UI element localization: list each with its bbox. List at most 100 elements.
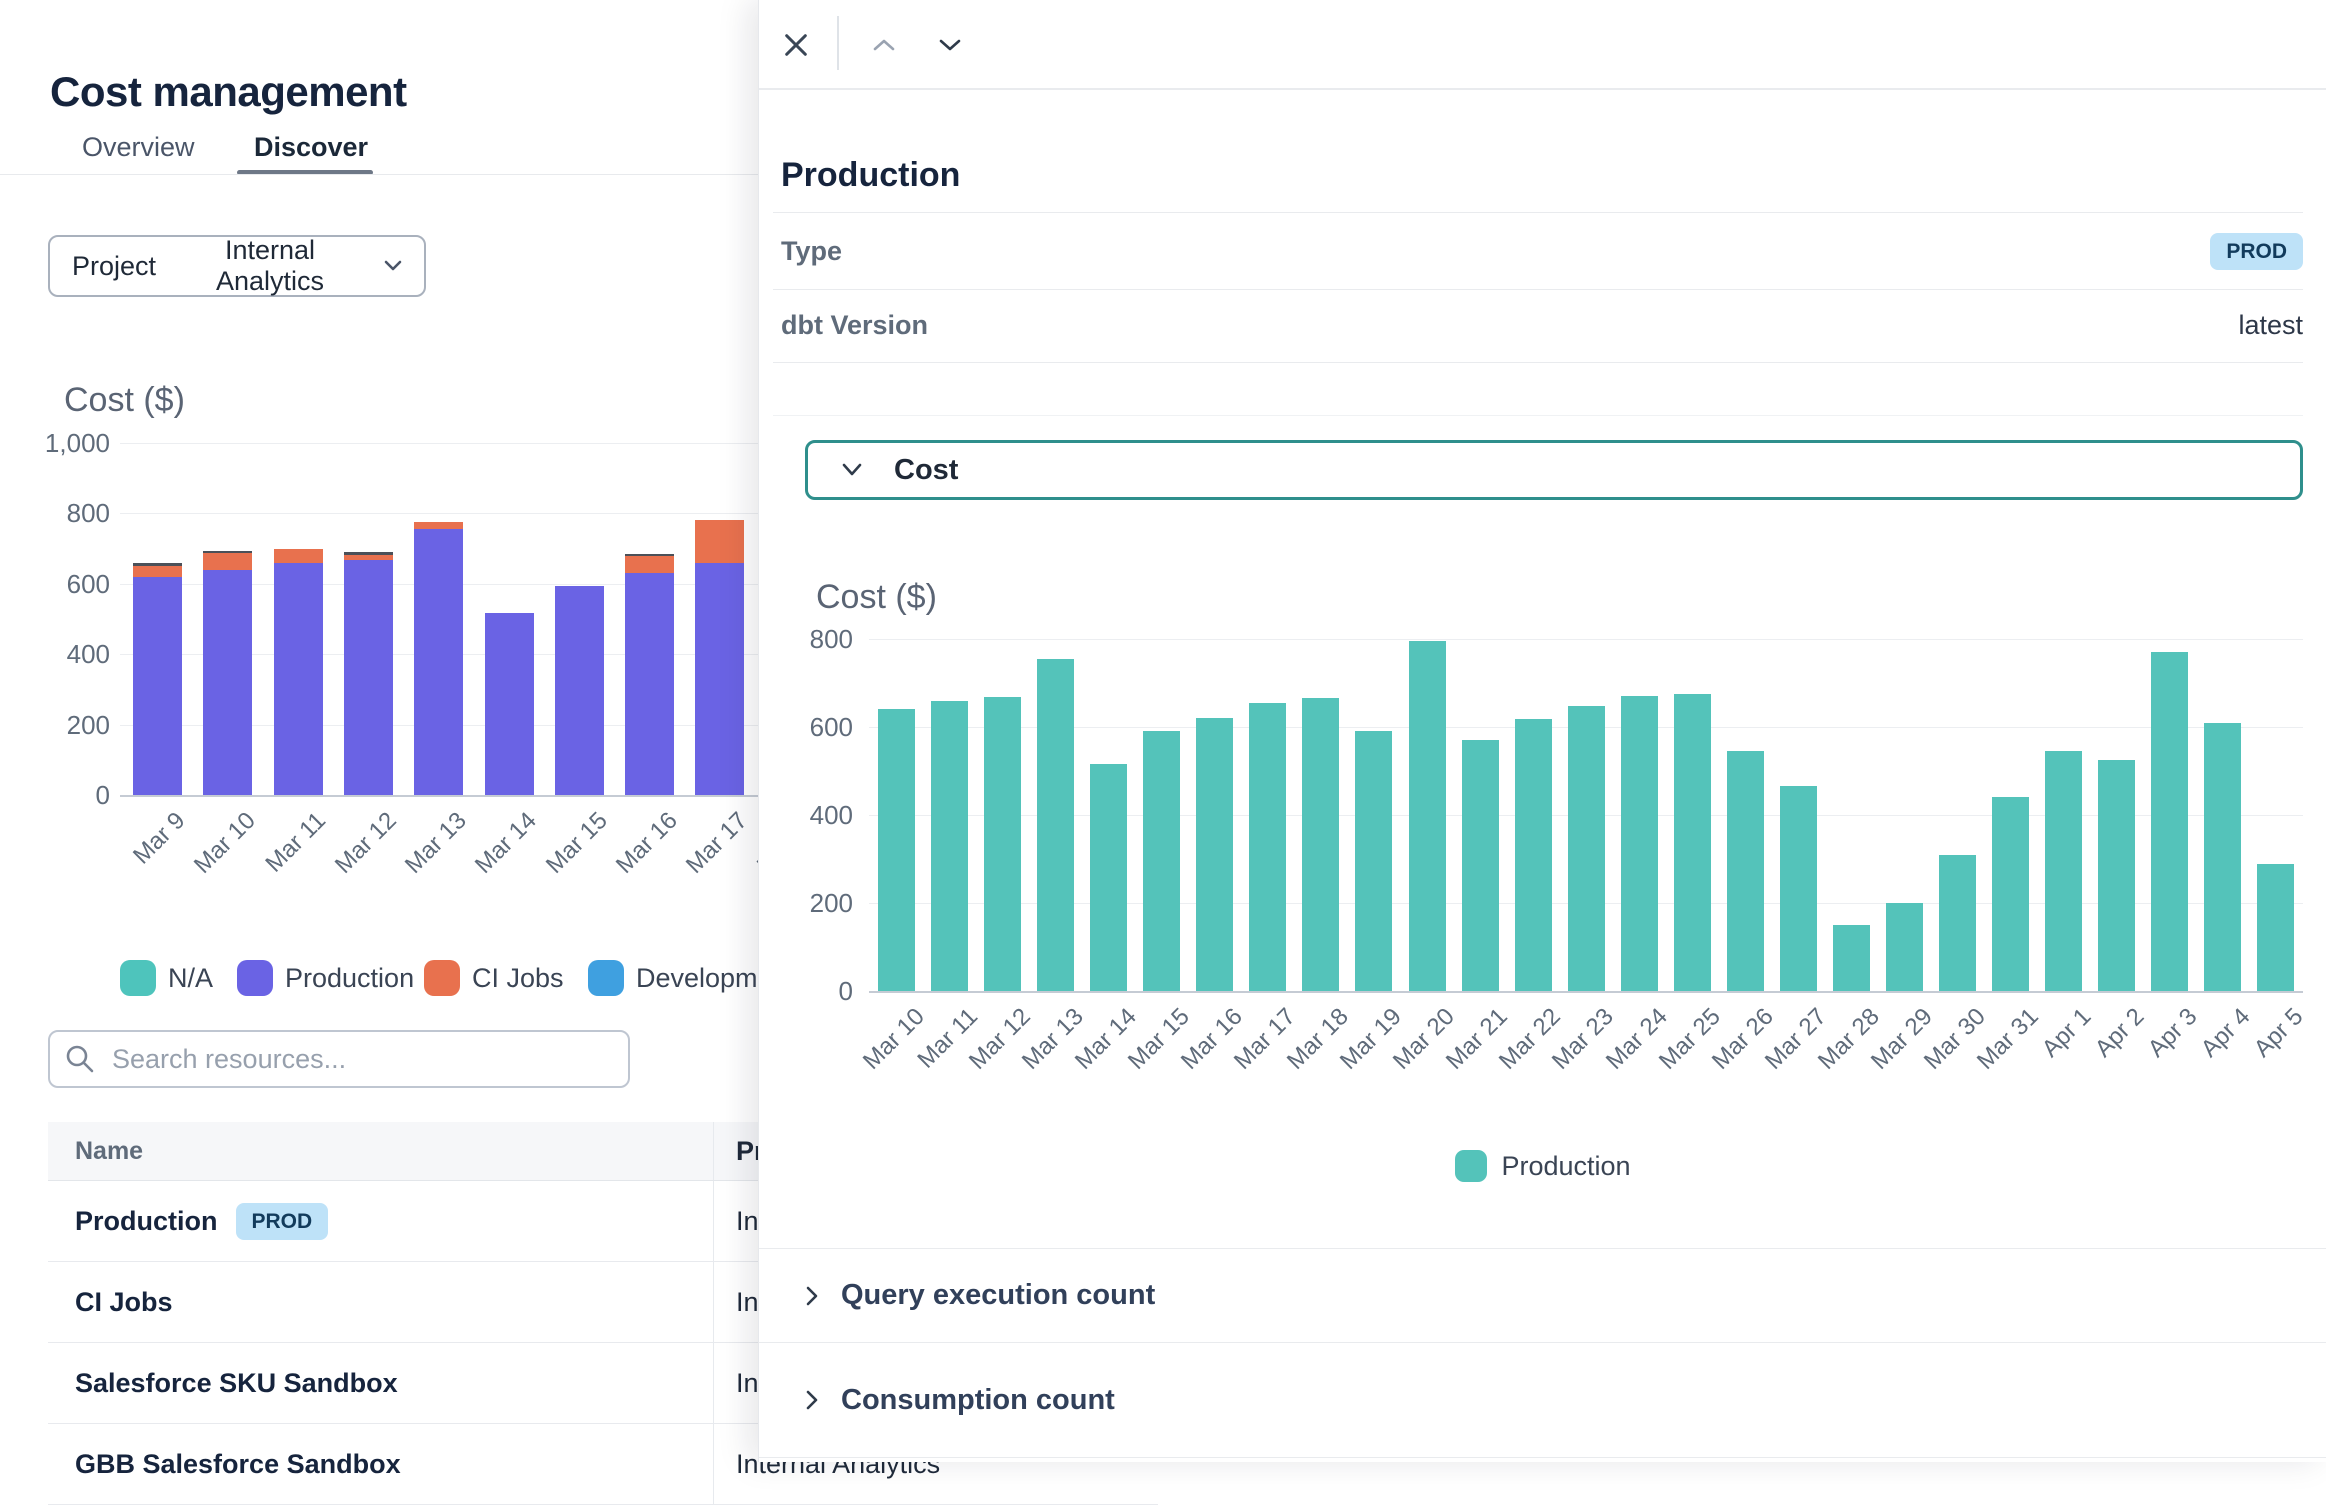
- legend-swatch: [588, 960, 624, 996]
- cost-section-label: Cost: [894, 453, 959, 486]
- chevron-right-icon: [805, 1388, 819, 1412]
- next-item-button[interactable]: [935, 32, 965, 58]
- panel-title: Production: [781, 156, 961, 195]
- bar-ci-jobs: [273, 548, 323, 563]
- bar-ci-jobs: [695, 520, 745, 563]
- bar-production: [2098, 760, 2136, 991]
- bar-production: [554, 586, 604, 795]
- x-axis-tick: Mar 16: [610, 807, 683, 879]
- bar-production: [984, 697, 1022, 991]
- search-icon: [64, 1043, 96, 1075]
- legend-label: CI Jobs: [472, 962, 564, 993]
- legend-item-production: Production: [237, 960, 414, 996]
- chart-title: Cost ($): [64, 381, 185, 419]
- field-value: latest: [2238, 310, 2303, 340]
- bar-production: [1090, 764, 1128, 991]
- search-box: [48, 1030, 630, 1088]
- gridline: [120, 513, 762, 515]
- x-axis-line: [120, 795, 762, 797]
- consumption-count-section[interactable]: Consumption count: [759, 1343, 2326, 1458]
- bar-ci-jobs: [203, 552, 253, 570]
- bar-ci-jobs: [414, 522, 464, 530]
- x-axis-tick: Mar 14: [470, 807, 543, 879]
- y-axis-tick: 200: [66, 709, 110, 740]
- project-filter-value: Internal Analytics: [216, 235, 325, 296]
- cost-chart-legend: N/A Production CI Jobs Development: [0, 960, 795, 1000]
- section-label: Consumption count: [841, 1383, 1115, 1416]
- chevron-down-icon: [937, 37, 963, 53]
- y-axis-tick: 800: [809, 624, 853, 654]
- x-axis-tick: Mar 11: [260, 807, 332, 878]
- x-axis-tick: Apr 2: [2090, 1003, 2150, 1063]
- header-divider: [837, 16, 839, 70]
- bar-production: [1939, 854, 1976, 991]
- y-axis-tick: 200: [809, 888, 853, 918]
- y-axis-tick: 1,000: [44, 428, 110, 458]
- cost-section-header[interactable]: Cost: [805, 440, 2303, 500]
- bar-production: [273, 562, 323, 795]
- y-axis-tick: 0: [838, 976, 853, 1006]
- tab-discover[interactable]: Discover: [254, 132, 369, 162]
- previous-item-button[interactable]: [869, 32, 899, 58]
- gridline: [869, 639, 2303, 640]
- env-type-badge: PROD: [2210, 232, 2303, 270]
- bar-production: [1885, 903, 1923, 991]
- page-title: Cost management: [50, 68, 407, 116]
- query-execution-count-section[interactable]: Query execution count: [759, 1248, 2326, 1343]
- x-axis-tick: Mar 9: [128, 807, 191, 870]
- chevron-up-icon: [871, 37, 897, 53]
- resource-name: Production: [75, 1205, 218, 1236]
- legend-label: Production: [1501, 1150, 1631, 1181]
- x-axis-tick: Apr 3: [2143, 1003, 2203, 1063]
- bar-production: [1514, 719, 1552, 991]
- bar-production: [1673, 694, 1711, 991]
- field-label: dbt Version: [781, 310, 929, 340]
- x-axis-tick: Apr 5: [2249, 1003, 2309, 1063]
- cost-chart-production: 0 200 400 600 800 Cost ($) Mar 10 Mar 11 Mar 12 M…: [759, 0, 2326, 1462]
- bar-production: [1567, 705, 1605, 991]
- bar-other: [625, 553, 675, 557]
- bar-production: [695, 562, 745, 795]
- bar-production: [1832, 925, 1870, 991]
- legend-label: Production: [285, 962, 415, 993]
- section-label: Query execution count: [841, 1279, 1156, 1311]
- bar-production: [1037, 658, 1075, 991]
- bar-production: [1355, 731, 1393, 991]
- y-axis-tick: 400: [66, 639, 110, 670]
- project-filter-dropdown[interactable]: Project Internal Analytics: [48, 235, 426, 297]
- bar-production: [1992, 797, 2030, 991]
- bar-production: [2204, 723, 2242, 991]
- x-axis-tick: Mar 15: [540, 807, 613, 879]
- legend-label: N/A: [168, 962, 214, 993]
- bar-other: [343, 552, 393, 555]
- close-icon: [780, 29, 812, 61]
- gridline: [120, 443, 762, 444]
- x-axis-tick: Mar 17: [681, 807, 753, 879]
- close-button[interactable]: [777, 26, 815, 64]
- y-axis-tick: 600: [809, 712, 853, 742]
- y-axis-tick: 800: [66, 498, 110, 529]
- bar-production: [133, 576, 182, 795]
- x-axis-tick: Mar 10: [857, 1003, 930, 1075]
- x-axis-tick: Mar 12: [329, 807, 402, 879]
- environment-detail-panel: Production Type PROD dbt Version latest …: [758, 0, 2326, 1462]
- field-row-type: Type PROD: [773, 212, 2303, 290]
- resource-name: Salesforce SKU Sandbox: [75, 1367, 398, 1398]
- tab-overview[interactable]: Overview: [82, 132, 195, 162]
- chevron-down-icon: [840, 462, 864, 478]
- bar-production: [1196, 718, 1234, 991]
- project-filter-label: Project: [72, 250, 157, 281]
- bar-production: [484, 612, 534, 795]
- tabs-divider: [0, 174, 758, 175]
- resource-name: CI Jobs: [75, 1286, 173, 1317]
- x-axis-tick: Apr 1: [2037, 1003, 2097, 1063]
- chevron-down-icon: [384, 260, 402, 272]
- bar-production: [1461, 740, 1499, 991]
- x-axis-line: [869, 991, 2303, 993]
- search-input[interactable]: [110, 1042, 614, 1076]
- bar-production: [878, 709, 915, 991]
- bar-production: [1249, 702, 1287, 991]
- bar-other: [203, 550, 253, 553]
- legend-swatch: [1455, 1150, 1488, 1182]
